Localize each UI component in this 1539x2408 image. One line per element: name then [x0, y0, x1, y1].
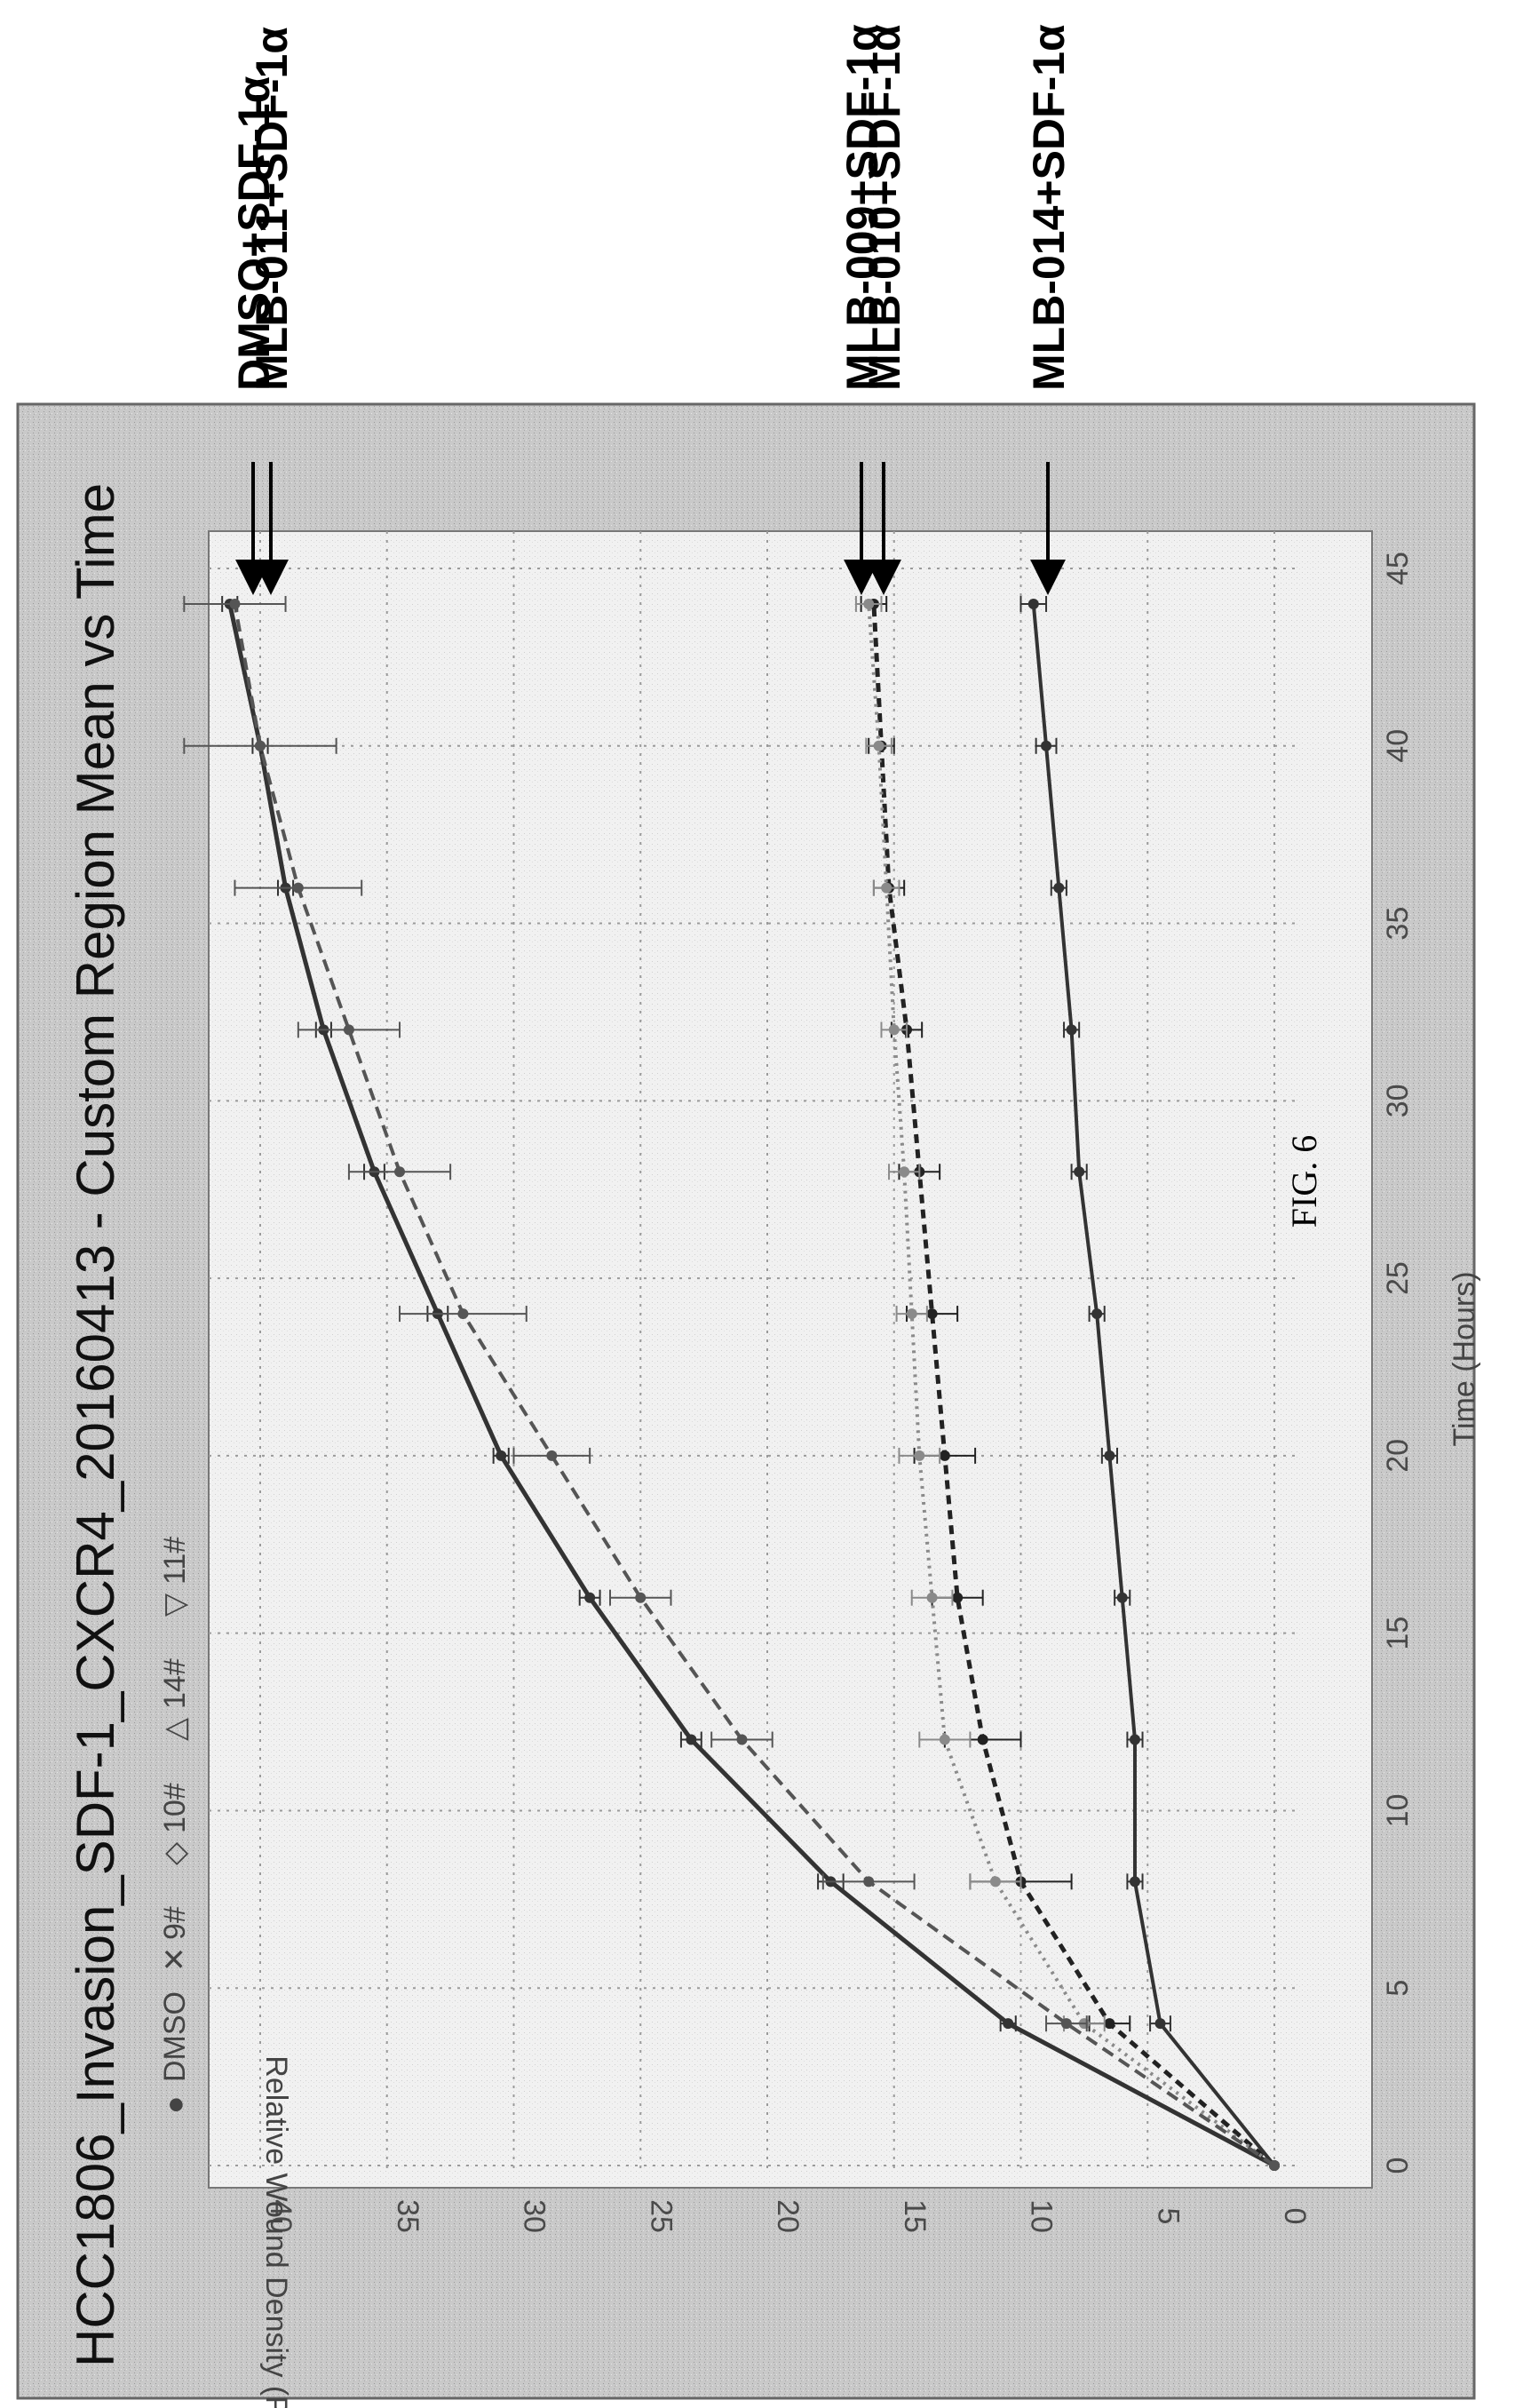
y-axis-title: Relative Wound Density (Percent) — [259, 2055, 293, 2408]
data-point — [906, 1308, 917, 1320]
x-tick-label: 5 — [1381, 1980, 1415, 1997]
data-point — [1041, 740, 1052, 751]
data-point — [914, 1450, 925, 1461]
legend-label: 10# — [158, 1783, 192, 1833]
data-point — [1129, 1734, 1140, 1745]
series-line — [1031, 603, 1276, 2167]
x-tick-label: 35 — [1381, 907, 1415, 941]
y-tick-label: 15 — [898, 2199, 932, 2233]
legend-label: 14# — [158, 1658, 192, 1709]
x-tick-label: 15 — [1381, 1617, 1415, 1650]
x-tick-label: 45 — [1381, 552, 1415, 585]
data-point — [229, 598, 241, 609]
y-tick-label: 10 — [1025, 2199, 1059, 2233]
data-point — [1269, 2160, 1280, 2171]
data-series — [183, 595, 1280, 2171]
data-point — [1116, 1592, 1128, 1603]
y-tick-label: 0 — [1278, 2208, 1312, 2225]
data-point — [1053, 882, 1065, 894]
x-tick-label: 40 — [1381, 729, 1415, 763]
y-tick-label: 35 — [391, 2199, 424, 2233]
data-point — [255, 740, 266, 751]
data-point — [939, 1450, 950, 1461]
axes: 0 5 10 15 20 25 30 35 40 45 0 5 10 15 20 25 30 35 40 — [264, 552, 1415, 2233]
data-point — [863, 1876, 875, 1887]
data-point — [394, 1166, 406, 1178]
x-tick-label: 30 — [1381, 1084, 1415, 1117]
data-point — [873, 740, 885, 751]
figure-caption: FIG. 6 — [1284, 1134, 1324, 1228]
x-tick-label: 25 — [1381, 1261, 1415, 1295]
data-point — [1027, 598, 1039, 609]
data-point — [1104, 2018, 1115, 2030]
data-point — [1091, 1308, 1103, 1320]
data-point — [1074, 1166, 1085, 1178]
annotation-label: DMSO+SDF-1α — [229, 75, 279, 391]
data-point — [863, 598, 875, 609]
series-line — [233, 603, 1276, 2167]
data-point — [888, 1024, 900, 1036]
data-point — [899, 1166, 910, 1178]
legend-marker-icon: ✕ — [158, 1947, 192, 1973]
series-line — [227, 603, 1276, 2168]
y-tick-label: 25 — [644, 2199, 678, 2233]
data-point — [686, 1734, 697, 1745]
series-11 — [183, 595, 1280, 2171]
data-point — [1060, 2018, 1072, 2030]
series-14 — [1019, 595, 1280, 2171]
chart-title: HCC1806_Invasion_SDF-1_CXCR4_20160413 - … — [66, 483, 125, 2367]
data-point — [989, 1876, 1001, 1887]
data-point — [343, 1024, 354, 1036]
data-point — [584, 1592, 596, 1603]
legend-label: 9# — [158, 1906, 192, 1940]
data-point — [736, 1734, 748, 1745]
data-point — [952, 1592, 964, 1603]
data-point — [926, 1308, 938, 1320]
annotation-label: MLB-014+SDF-1α — [1024, 24, 1074, 391]
data-point — [1104, 1450, 1115, 1461]
x-tick-label: 10 — [1381, 1794, 1415, 1828]
y-tick-label: 30 — [518, 2199, 551, 2233]
data-point — [1003, 2018, 1014, 2030]
legend-marker-icon: ▽ — [158, 1593, 192, 1617]
gridlines — [209, 531, 1301, 2170]
y-tick-label: 5 — [1151, 2208, 1185, 2225]
legend: ● DMSO ✕ 9# ◇ 10# △ 14# ▽ 11# — [158, 1537, 192, 2114]
data-point — [1066, 1024, 1077, 1036]
y-tick-label: 40 — [264, 2199, 297, 2233]
data-point — [496, 1450, 507, 1461]
legend-label: 11# — [158, 1537, 192, 1585]
x-axis-title: Time (Hours) — [1448, 1271, 1481, 1446]
data-point — [457, 1308, 469, 1320]
x-tick-label: 0 — [1381, 2158, 1415, 2174]
x-tick-label: 20 — [1381, 1439, 1415, 1473]
y-tick-label: 20 — [771, 2199, 805, 2233]
data-point — [1129, 1876, 1140, 1887]
data-point — [977, 1734, 988, 1745]
legend-marker-icon: ◇ — [158, 1841, 192, 1865]
annotation-label: MLB-010+SDF-1α — [860, 24, 909, 391]
data-point — [292, 882, 304, 894]
legend-marker-icon: △ — [158, 1717, 192, 1741]
legend-label: DMSO — [158, 1991, 192, 2082]
data-point — [635, 1592, 647, 1603]
data-point — [939, 1734, 950, 1745]
series-line — [867, 603, 1276, 2167]
data-point — [1154, 2018, 1166, 2030]
data-point — [546, 1450, 558, 1461]
annotation-label: MLB-009+SDF-1α — [837, 24, 887, 391]
data-point — [926, 1592, 938, 1603]
series-line — [871, 603, 1276, 2167]
annotation-label: MLB-011+SDF-1α — [247, 27, 297, 391]
plot-area — [208, 530, 1373, 2189]
legend-marker-icon: ● — [158, 2095, 192, 2114]
data-point — [881, 882, 892, 894]
